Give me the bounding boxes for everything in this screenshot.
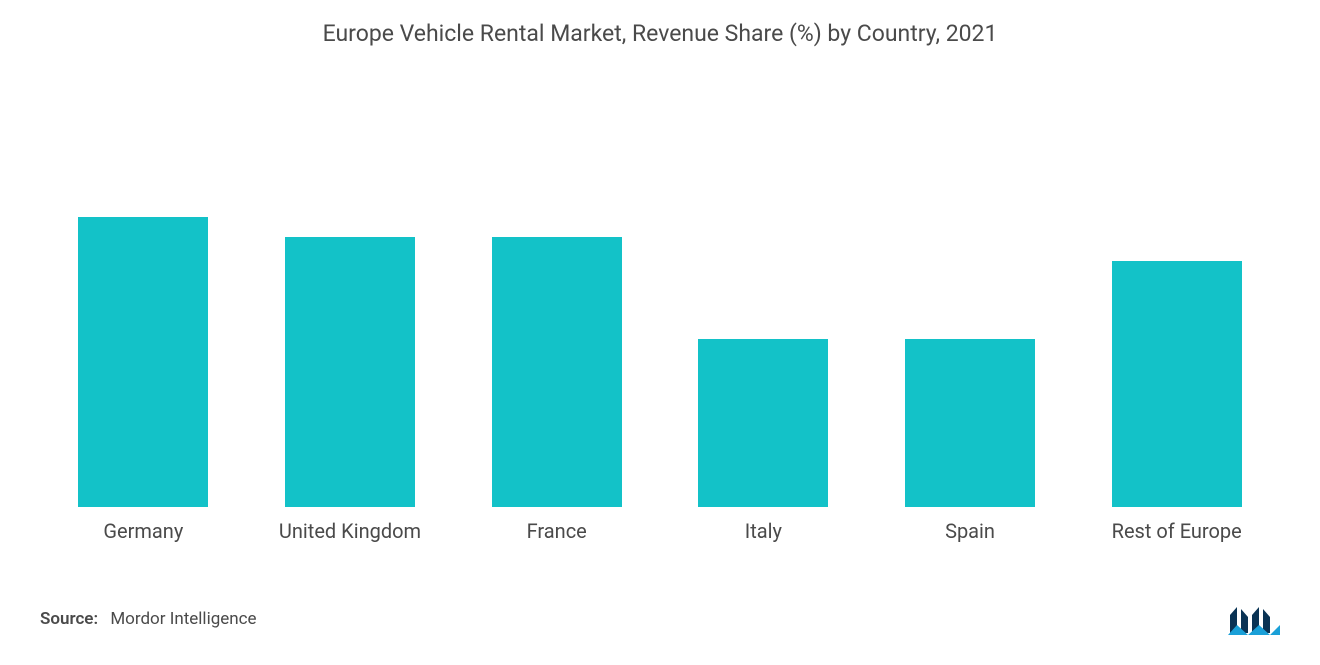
bar-label: United Kingdom	[279, 519, 421, 543]
bar	[698, 339, 828, 507]
source-value: Mordor Intelligence	[110, 609, 256, 629]
mordor-logo-icon	[1228, 603, 1280, 635]
bar-group: Germany	[40, 57, 247, 543]
bar-label: Italy	[745, 519, 782, 543]
bar	[1112, 261, 1242, 508]
bar	[285, 237, 415, 507]
source-citation: Source: Mordor Intelligence	[40, 609, 257, 629]
chart-title: Europe Vehicle Rental Market, Revenue Sh…	[40, 20, 1280, 47]
bar-group: United Kingdom	[247, 57, 454, 543]
bar-group: France	[453, 57, 660, 543]
chart-footer: Source: Mordor Intelligence	[40, 553, 1280, 635]
bar	[905, 339, 1035, 507]
bar-group: Rest of Europe	[1073, 57, 1280, 543]
bar-group: Spain	[867, 57, 1074, 543]
bar	[78, 217, 208, 507]
bar	[492, 237, 622, 507]
plot-area: Germany United Kingdom France Italy Spain Res…	[40, 57, 1280, 553]
chart-container: Europe Vehicle Rental Market, Revenue Sh…	[0, 0, 1320, 665]
bar-label: Germany	[103, 519, 183, 543]
bar-group: Italy	[660, 57, 867, 543]
bar-label: Rest of Europe	[1112, 519, 1242, 543]
source-label: Source:	[40, 609, 98, 629]
bar-label: Spain	[945, 519, 995, 543]
bar-label: France	[527, 519, 587, 543]
